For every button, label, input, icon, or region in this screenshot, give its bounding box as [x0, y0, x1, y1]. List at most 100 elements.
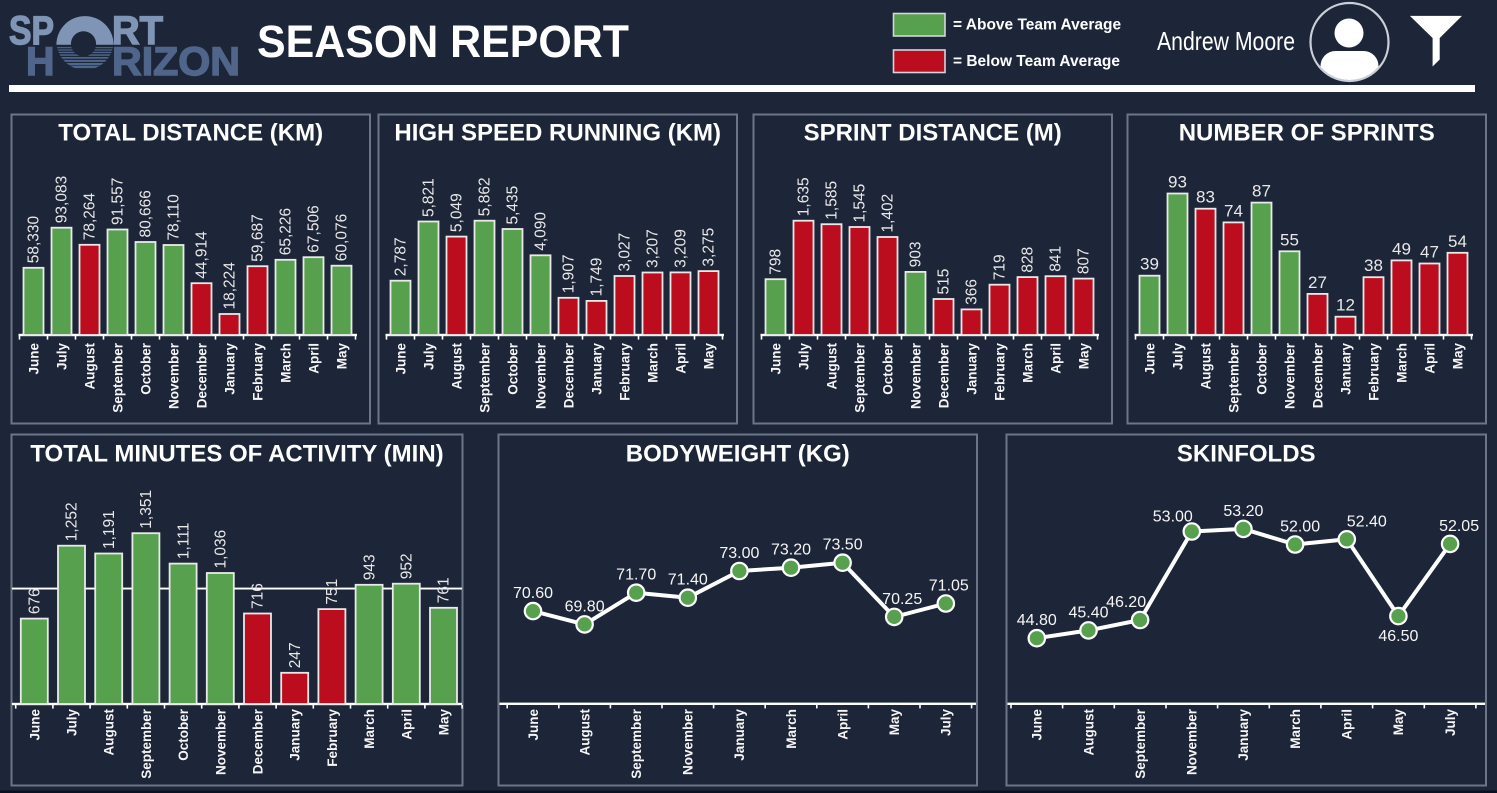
svg-text:BODYWEIGHT (KG): BODYWEIGHT (KG) [626, 441, 850, 468]
svg-text:676: 676 [27, 588, 44, 614]
svg-text:1,191: 1,191 [101, 510, 118, 549]
svg-text:July: July [939, 709, 954, 737]
svg-text:June: June [27, 343, 42, 375]
svg-text:May: May [887, 709, 902, 736]
svg-text:May: May [1077, 343, 1092, 370]
svg-text:July: July [1443, 709, 1458, 737]
svg-text:April: April [1340, 709, 1355, 740]
svg-text:3,027: 3,027 [617, 233, 634, 272]
svg-text:September: September [139, 708, 154, 779]
svg-text:83: 83 [1196, 188, 1215, 207]
svg-text:February: February [993, 343, 1008, 401]
svg-text:1,111: 1,111 [175, 523, 192, 560]
svg-text:May: May [1451, 343, 1466, 370]
svg-text:58,330: 58,330 [26, 216, 43, 264]
svg-text:74: 74 [1224, 201, 1243, 220]
svg-text:2,787: 2,787 [393, 237, 410, 276]
svg-text:78,264: 78,264 [82, 193, 99, 241]
svg-text:247: 247 [287, 642, 304, 668]
svg-text:1,749: 1,749 [589, 258, 606, 297]
svg-text:73.20: 73.20 [771, 542, 811, 559]
svg-text:49: 49 [1392, 239, 1411, 258]
svg-text:May: May [335, 343, 350, 370]
svg-text:May: May [437, 709, 452, 736]
svg-text:September: September [853, 342, 868, 413]
svg-text:November: November [534, 342, 549, 409]
svg-text:March: March [362, 709, 377, 749]
svg-text:March: March [1021, 343, 1036, 383]
svg-text:October: October [139, 342, 154, 395]
svg-text:March: March [1288, 709, 1303, 749]
svg-text:45.40: 45.40 [1068, 604, 1108, 621]
svg-text:52.00: 52.00 [1280, 519, 1320, 536]
svg-text:October: October [1255, 342, 1270, 395]
svg-text:December: December [195, 342, 210, 408]
svg-text:= Above Team Average: = Above Team Average [953, 17, 1122, 34]
svg-text:April: April [1049, 343, 1064, 374]
svg-text:February: February [618, 343, 633, 401]
svg-text:April: April [1423, 343, 1438, 374]
svg-text:5,821: 5,821 [421, 178, 438, 217]
svg-text:73.50: 73.50 [823, 537, 863, 554]
svg-text:November: November [909, 342, 924, 409]
svg-text:52.40: 52.40 [1347, 513, 1387, 530]
svg-text:807: 807 [1076, 248, 1093, 274]
svg-text:841: 841 [1048, 246, 1065, 272]
svg-text:RIZON: RIZON [112, 40, 240, 84]
svg-text:5,435: 5,435 [505, 186, 522, 225]
svg-text:53.20: 53.20 [1223, 503, 1263, 520]
svg-text:78,110: 78,110 [166, 194, 183, 241]
svg-text:March: March [784, 709, 799, 749]
svg-text:August: August [450, 343, 465, 390]
svg-text:June: June [394, 343, 409, 375]
svg-text:June: June [526, 709, 541, 741]
svg-text:60,076: 60,076 [334, 214, 351, 261]
svg-text:1,545: 1,545 [852, 184, 869, 223]
svg-text:April: April [307, 343, 322, 374]
svg-text:May: May [1391, 709, 1406, 736]
svg-text:47: 47 [1420, 243, 1439, 262]
svg-text:44,914: 44,914 [194, 231, 211, 279]
svg-text:July: July [1171, 343, 1186, 371]
svg-text:October: October [506, 342, 521, 395]
svg-text:91,557: 91,557 [110, 178, 127, 225]
svg-text:H: H [26, 40, 55, 84]
svg-text:January: January [590, 343, 605, 395]
svg-text:April: April [835, 709, 850, 740]
svg-text:August: August [577, 709, 592, 756]
svg-text:SKINFOLDS: SKINFOLDS [1177, 441, 1316, 468]
svg-text:80,666: 80,666 [138, 190, 155, 237]
svg-text:April: April [674, 343, 689, 374]
svg-text:November: November [681, 708, 696, 775]
svg-text:June: June [27, 709, 42, 741]
svg-text:27: 27 [1308, 273, 1327, 292]
svg-text:November: November [1283, 342, 1298, 409]
svg-text:September: September [478, 342, 493, 413]
svg-text:3,207: 3,207 [645, 229, 662, 268]
svg-text:TOTAL DISTANCE (KM): TOTAL DISTANCE (KM) [58, 120, 323, 147]
svg-text:December: December [251, 708, 266, 774]
svg-text:December: December [562, 342, 577, 408]
svg-text:January: January [1339, 343, 1354, 395]
svg-text:November: November [1185, 708, 1200, 775]
svg-text:71.05: 71.05 [929, 578, 969, 595]
svg-text:46.50: 46.50 [1378, 628, 1418, 645]
svg-text:798: 798 [768, 249, 785, 275]
svg-text:515: 515 [936, 269, 953, 295]
svg-text:January: January [732, 709, 747, 761]
svg-text:RT: RT [112, 9, 163, 53]
svg-text:February: February [251, 343, 266, 401]
svg-text:18,224: 18,224 [222, 262, 239, 310]
svg-text:4,090: 4,090 [533, 212, 550, 251]
svg-text:1,036: 1,036 [213, 530, 230, 569]
svg-text:828: 828 [1020, 247, 1037, 273]
svg-text:December: December [937, 342, 952, 408]
svg-text:3,275: 3,275 [701, 228, 718, 267]
svg-text:67,506: 67,506 [306, 205, 323, 252]
svg-text:366: 366 [964, 279, 981, 305]
svg-text:39: 39 [1140, 255, 1159, 274]
svg-text:August: August [83, 343, 98, 390]
svg-text:December: December [1311, 342, 1326, 408]
svg-text:5,049: 5,049 [449, 193, 466, 232]
svg-text:October: October [881, 342, 896, 395]
